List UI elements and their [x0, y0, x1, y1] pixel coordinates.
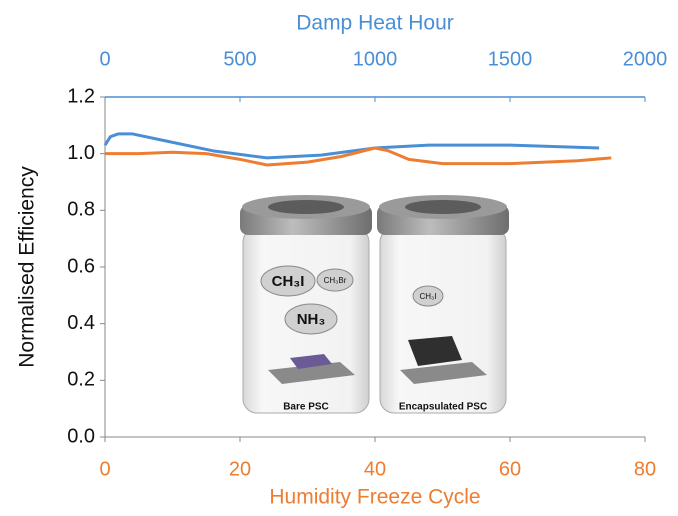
chart: 0.00.20.40.60.81.01.20204060800500100015…	[0, 0, 678, 516]
y-tick-label: 0.0	[67, 425, 95, 447]
x-tick-label: 60	[499, 458, 521, 480]
illustration	[240, 195, 509, 413]
annotation: CH₃Br	[324, 276, 347, 285]
y-axis-label: Normalised Efficiency	[16, 166, 39, 368]
x-tick-label: 0	[99, 458, 110, 480]
y-tick-label: 1.0	[67, 142, 95, 164]
x2-tick-label: 500	[223, 48, 256, 70]
y-tick-label: 0.2	[67, 369, 95, 391]
x2-tick-label: 0	[99, 48, 110, 70]
x2-tick-label: 2000	[623, 48, 668, 70]
x2-tick-label: 1500	[488, 48, 533, 70]
annotation: CH₃I	[272, 273, 305, 290]
y-tick-label: 0.4	[67, 312, 95, 334]
annotation: Encapsulated PSC	[399, 402, 487, 413]
annotation: Bare PSC	[283, 402, 329, 413]
annotation: CH₃I	[419, 292, 436, 301]
x-tick-label: 80	[634, 458, 656, 480]
x-tick-label: 40	[364, 458, 386, 480]
x2-axis-label: Damp Heat Hour	[296, 12, 454, 35]
x2-tick-label: 1000	[353, 48, 398, 70]
annotation: NH₃	[297, 311, 326, 328]
x-axis-label: Humidity Freeze Cycle	[269, 486, 480, 509]
y-tick-label: 0.6	[67, 255, 95, 277]
y-tick-label: 0.8	[67, 199, 95, 221]
y-tick-label: 1.2	[67, 85, 95, 107]
x-tick-label: 20	[229, 458, 251, 480]
